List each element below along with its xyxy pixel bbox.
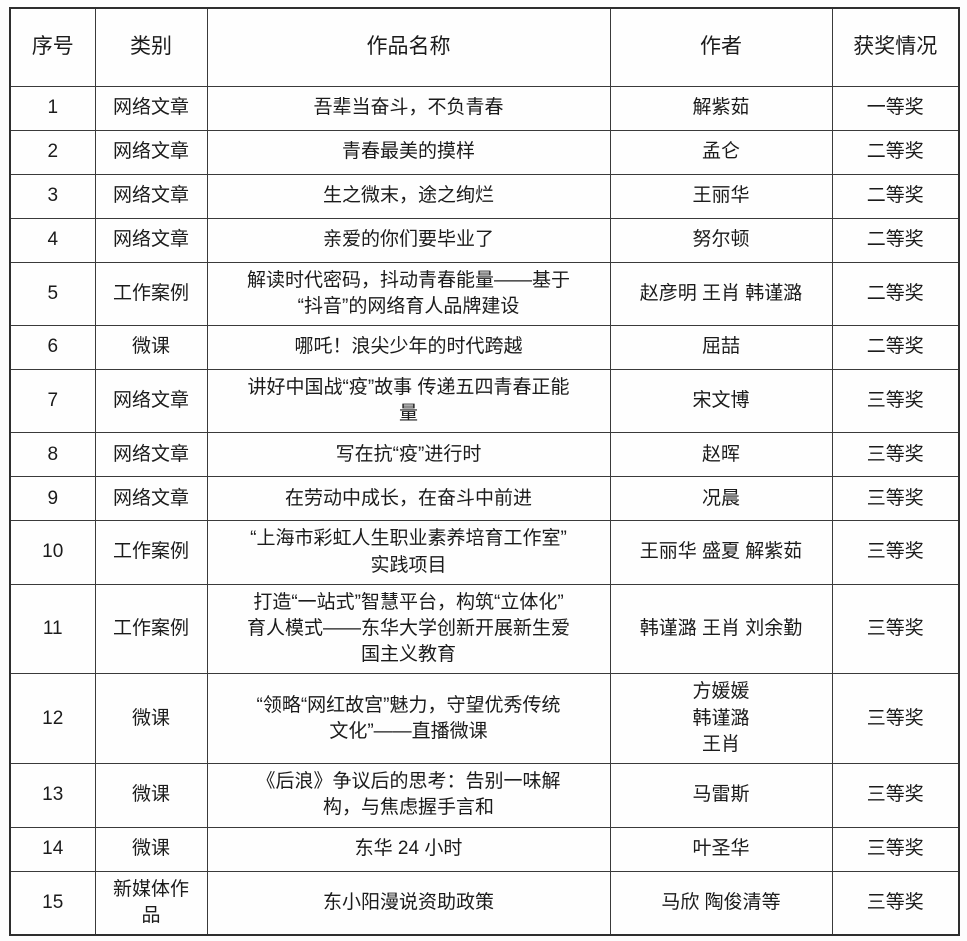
cell-authors: 孟仑	[609, 129, 833, 175]
table-row: 14 微课 东华 24 小时 叶圣华 三等奖	[9, 826, 960, 872]
cell-category: 网络文章	[94, 217, 208, 263]
table-row: 10 工作案例 “上海市彩虹人生职业素养培育工作室” 实践项目 王丽华 盛夏 解紫茹三…	[9, 520, 960, 585]
cell-title: 吾辈当奋斗，不负青春	[206, 85, 611, 131]
cell-title: “领略“网红故宫”魅力，守望优秀传统 文化”——直播微课	[206, 673, 611, 765]
cell-number: 6	[9, 324, 96, 370]
cell-number: 13	[9, 763, 96, 828]
cell-authors: 方媛媛 韩谨潞 王肖	[609, 673, 833, 765]
header-title: 作品名称	[206, 7, 611, 87]
cell-award: 二等奖	[831, 324, 960, 370]
cell-category: 网络文章	[94, 432, 208, 478]
table-row: 4 网络文章 亲爱的你们要毕业了 努尔顿 二等奖	[9, 217, 960, 263]
cell-number: 14	[9, 826, 96, 872]
cell-number: 5	[9, 261, 96, 326]
cell-authors: 王丽华 盛夏 解紫茹	[609, 520, 833, 585]
cell-category: 网络文章	[94, 368, 208, 434]
cell-title: 打造“一站式”智慧平台，构筑“立体化” 育人模式——东华大学创新开展新生爱 国主…	[206, 583, 611, 675]
table-row: 1 网络文章 吾辈当奋斗，不负青春 解紫茹 一等奖	[9, 85, 960, 131]
table-row: 8 网络文章 写在抗“疫”进行时 赵晖 三等奖	[9, 432, 960, 478]
cell-award: 一等奖	[831, 85, 960, 131]
cell-award: 三等奖	[831, 368, 960, 434]
header-author: 作者	[609, 7, 833, 87]
cell-authors: 解紫茹	[609, 85, 833, 131]
cell-category: 网络文章	[94, 173, 208, 219]
cell-title: 在劳动中成长，在奋斗中前进	[206, 476, 611, 522]
cell-authors: 努尔顿	[609, 217, 833, 263]
cell-authors: 叶圣华	[609, 826, 833, 872]
table-row: 13 微课 《后浪》争议后的思考：告别一味解 构，与焦虑握手言和 马雷斯 三等奖	[9, 763, 960, 828]
cell-authors: 王丽华	[609, 173, 833, 219]
cell-number: 7	[9, 368, 96, 434]
cell-title: 青春最美的摸样	[206, 129, 611, 175]
cell-category: 新媒体作 品	[94, 870, 208, 936]
cell-title: 哪吒！浪尖少年的时代跨越	[206, 324, 611, 370]
cell-category: 微课	[94, 826, 208, 872]
table-row: 5 工作案例 解读时代密码，抖动青春能量——基于 “抖音”的网络育人品牌建设 赵彦明 …	[9, 261, 960, 326]
cell-title: 讲好中国战“疫”故事 传递五四青春正能 量	[206, 368, 611, 434]
cell-number: 2	[9, 129, 96, 175]
cell-award: 三等奖	[831, 432, 960, 478]
cell-authors: 况晨	[609, 476, 833, 522]
cell-authors: 赵晖	[609, 432, 833, 478]
cell-category: 工作案例	[94, 583, 208, 675]
cell-award: 二等奖	[831, 261, 960, 326]
cell-award: 三等奖	[831, 583, 960, 675]
cell-category: 微课	[94, 673, 208, 765]
cell-category: 工作案例	[94, 520, 208, 585]
cell-number: 9	[9, 476, 96, 522]
cell-award: 三等奖	[831, 476, 960, 522]
cell-award: 二等奖	[831, 129, 960, 175]
cell-title: 解读时代密码，抖动青春能量——基于 “抖音”的网络育人品牌建设	[206, 261, 611, 326]
header-no: 序号	[9, 7, 96, 87]
cell-award: 二等奖	[831, 217, 960, 263]
cell-category: 微课	[94, 324, 208, 370]
cell-number: 3	[9, 173, 96, 219]
awards-table: 序号 类别 作品名称 作者 获奖情况 1 网络文章 吾辈当奋斗，不负青春 解紫茹 一等奖…	[9, 7, 960, 936]
cell-authors: 屈喆	[609, 324, 833, 370]
cell-number: 11	[9, 583, 96, 675]
cell-award: 三等奖	[831, 673, 960, 765]
table-row: 9 网络文章 在劳动中成长，在奋斗中前进 况晨 三等奖	[9, 476, 960, 522]
header-category: 类别	[94, 7, 208, 87]
cell-authors: 韩谨潞 王肖 刘余勤	[609, 583, 833, 675]
table-row: 6 微课 哪吒！浪尖少年的时代跨越 屈喆 二等奖	[9, 324, 960, 370]
cell-category: 网络文章	[94, 129, 208, 175]
cell-number: 8	[9, 432, 96, 478]
cell-authors: 马雷斯	[609, 763, 833, 828]
cell-number: 1	[9, 85, 96, 131]
cell-category: 工作案例	[94, 261, 208, 326]
cell-title: 生之微末，途之绚烂	[206, 173, 611, 219]
cell-authors: 马欣 陶俊清等	[609, 870, 833, 936]
cell-category: 微课	[94, 763, 208, 828]
cell-award: 三等奖	[831, 520, 960, 585]
cell-number: 4	[9, 217, 96, 263]
cell-number: 10	[9, 520, 96, 585]
cell-award: 三等奖	[831, 763, 960, 828]
cell-title: 亲爱的你们要毕业了	[206, 217, 611, 263]
table-row: 3 网络文章 生之微末，途之绚烂 王丽华 二等奖	[9, 173, 960, 219]
cell-number: 12	[9, 673, 96, 765]
cell-award: 三等奖	[831, 826, 960, 872]
table-row: 12 微课 “领略“网红故宫”魅力，守望优秀传统 文化”——直播微课 方媛媛 韩谨潞 …	[9, 673, 960, 765]
table-body: 1 网络文章 吾辈当奋斗，不负青春 解紫茹 一等奖 2 网络文章 青春最美的摸样 孟仑 二等奖 3 网…	[9, 85, 960, 936]
cell-title: “上海市彩虹人生职业素养培育工作室” 实践项目	[206, 520, 611, 585]
table-row: 11 工作案例 打造“一站式”智慧平台，构筑“立体化” 育人模式——东华大学创新开展…	[9, 583, 960, 675]
cell-award: 三等奖	[831, 870, 960, 936]
cell-number: 15	[9, 870, 96, 936]
cell-title: 东华 24 小时	[206, 826, 611, 872]
cell-title: 东小阳漫说资助政策	[206, 870, 611, 936]
cell-title: 《后浪》争议后的思考：告别一味解 构，与焦虑握手言和	[206, 763, 611, 828]
cell-award: 二等奖	[831, 173, 960, 219]
header-row: 序号 类别 作品名称 作者 获奖情况	[9, 7, 960, 87]
cell-category: 网络文章	[94, 476, 208, 522]
cell-authors: 宋文博	[609, 368, 833, 434]
table-row: 15 新媒体作 品东小阳漫说资助政策 马欣 陶俊清等 三等奖	[9, 870, 960, 936]
header-award: 获奖情况	[831, 7, 960, 87]
cell-title: 写在抗“疫”进行时	[206, 432, 611, 478]
table-row: 2 网络文章 青春最美的摸样 孟仑 二等奖	[9, 129, 960, 175]
cell-category: 网络文章	[94, 85, 208, 131]
cell-authors: 赵彦明 王肖 韩谨潞	[609, 261, 833, 326]
table-row: 7 网络文章 讲好中国战“疫”故事 传递五四青春正能 量宋文博 三等奖	[9, 368, 960, 434]
